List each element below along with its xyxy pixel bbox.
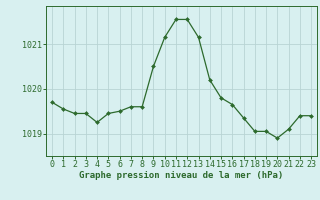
X-axis label: Graphe pression niveau de la mer (hPa): Graphe pression niveau de la mer (hPa) bbox=[79, 171, 284, 180]
